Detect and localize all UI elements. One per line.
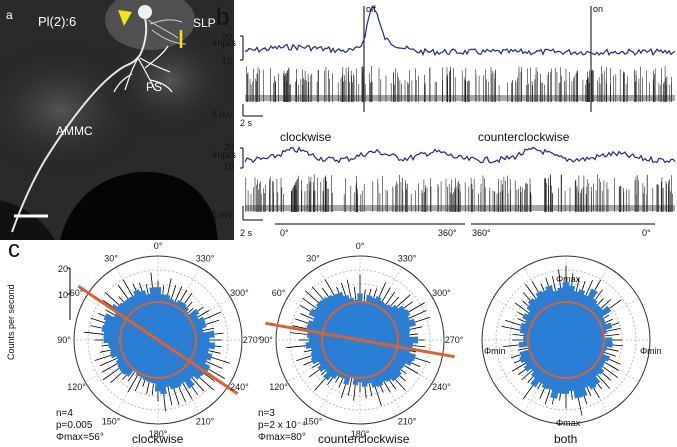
- ps-label: PS: [146, 80, 163, 94]
- cw-plot-title: clockwise: [132, 432, 184, 446]
- polar-angle-label: 300°: [432, 288, 451, 298]
- polar-angle-label: 240°: [432, 382, 451, 392]
- rate-tick-top-10: 10: [222, 56, 233, 66]
- polar-plot-counterclockwise: 0° 30° 60° 90° 120° 150° 180° 210° 240° 270° 300° 3…: [259, 241, 464, 439]
- slp-label: SLP: [193, 16, 216, 30]
- polar-angle-label: 60°: [272, 288, 286, 298]
- polar-angle-label: 180°: [351, 429, 370, 439]
- stim-on-label: on: [593, 4, 604, 14]
- rate-tick-bottom-10: 10: [224, 162, 235, 172]
- polar-angle-label: 0°: [356, 241, 365, 251]
- arrowhead-marker: [118, 10, 132, 26]
- voltage-trace-bottom: [245, 174, 675, 212]
- polar-plot-both: [481, 255, 651, 425]
- panel-letter-c: c: [8, 236, 20, 263]
- ccw-label: counterclockwise: [478, 130, 570, 144]
- polar-angle-label: 30°: [104, 254, 118, 264]
- ccw-stat-phi: Φmax=80°: [258, 432, 306, 443]
- genotype-label: Pl(2):6: [38, 14, 77, 29]
- ccw-plot-title: counterclockwise: [318, 432, 410, 446]
- polar-angle-label: 60°: [70, 288, 84, 298]
- polar-angle-label: 210°: [398, 416, 417, 426]
- cw-start-angle: 0°: [280, 228, 289, 238]
- polar-angle-label: 330°: [398, 254, 417, 264]
- ccw-stat-n: n=3: [258, 408, 275, 419]
- polar-y-tick-20: 20: [58, 264, 69, 274]
- panel-letter-a: a: [6, 8, 13, 22]
- polar-plot-clockwise: 0° 30° 60° 90° 120° 150° 180° 210° 240° 270° 300° 3…: [57, 241, 262, 439]
- polar-angle-label: 90°: [57, 335, 71, 345]
- electrophysiology-traces: [240, 5, 676, 225]
- polar-angle-label: 240°: [230, 382, 249, 392]
- cw-stat-phi: Φmax=56°: [56, 432, 104, 443]
- polar-y-tick-10: 10: [58, 290, 69, 300]
- cw-stat-p: p=0.005: [56, 420, 93, 431]
- polar-angle-label: 270°: [243, 335, 262, 345]
- rate-tick-top-30: 30: [222, 32, 233, 42]
- cw-stats: n=4 p=0.005 Φmax=56°: [56, 408, 104, 444]
- polar-angle-label: 150°: [102, 416, 121, 426]
- neuron-tracing: [0, 0, 234, 240]
- cw-end-angle: 360°: [438, 228, 457, 238]
- polar-angle-label: 0°: [154, 241, 163, 251]
- ammc-label: AMMC: [56, 124, 93, 138]
- both-phi-max-bottom: Φmax: [556, 418, 581, 428]
- voltage-scale-top: 5 mV: [212, 110, 234, 120]
- both-plot-title: both: [554, 432, 578, 446]
- microscopy-image: a Pl(2):6 SLP PS AMMC: [0, 0, 234, 240]
- ccw-end-angle: 0°: [642, 228, 651, 238]
- both-phi-min-right: Φmin: [640, 346, 662, 356]
- voltage-scale-bottom: 5 mV: [212, 210, 234, 220]
- polar-angle-label: 270°: [445, 335, 464, 345]
- rate-axis-label-top: imp/s: [212, 38, 236, 49]
- both-phi-min-left: Φmin: [484, 346, 506, 356]
- voltage-trace-top: [245, 66, 675, 102]
- polar-angle-label: 180°: [149, 429, 168, 439]
- ccw-start-angle: 360°: [472, 228, 491, 238]
- ccw-stat-p: p=2 x 10⁻⁴: [258, 420, 307, 431]
- polar-angle-label: 30°: [306, 254, 320, 264]
- cw-stat-n: n=4: [56, 408, 73, 419]
- cw-label: clockwise: [280, 130, 332, 144]
- polar-angle-label: 120°: [269, 382, 288, 392]
- rate-axis-label-bottom: imp/s: [212, 150, 236, 161]
- polar-angle-label: 120°: [67, 382, 86, 392]
- ccw-stats: n=3 p=2 x 10⁻⁴ Φmax=80°: [258, 408, 306, 444]
- polar-angle-label: 90°: [259, 335, 273, 345]
- time-scale-top: 2 s: [240, 118, 253, 128]
- panel-letter-b: b: [216, 4, 230, 31]
- polar-angle-label: 210°: [196, 416, 215, 426]
- polar-plots: 0° 30° 60° 90° 120° 150° 180° 210° 240° 270° 300° 3…: [57, 241, 651, 439]
- time-scale-bottom: 2 s: [240, 228, 253, 238]
- both-phi-max-top: Φmax: [556, 274, 581, 284]
- rate-tick-bottom-20: 20: [224, 142, 235, 152]
- firing-rate-trace-top: [244, 5, 676, 57]
- polar-angle-label: 330°: [196, 254, 215, 264]
- firing-rate-trace-bottom: [244, 146, 676, 164]
- polar-angle-label: 300°: [230, 288, 249, 298]
- polar-angle-label: 150°: [304, 416, 323, 426]
